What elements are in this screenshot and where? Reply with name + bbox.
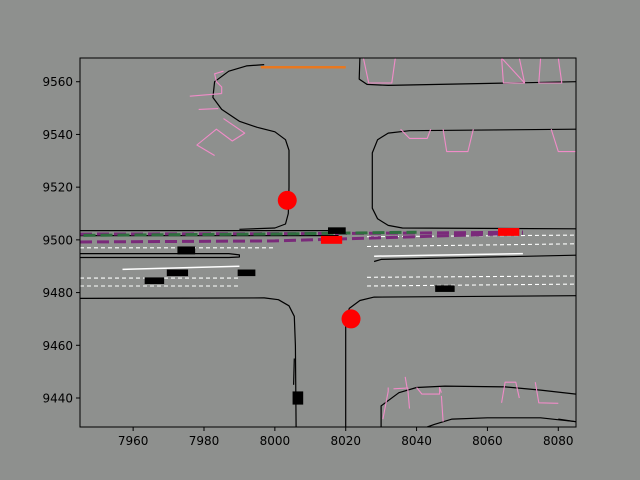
road-edge xyxy=(371,128,576,230)
road-edge xyxy=(293,358,295,385)
crosswalk-line xyxy=(416,386,442,395)
crosswalk-line xyxy=(501,58,526,84)
plot-area xyxy=(80,58,576,427)
vehicle-box xyxy=(166,269,189,277)
vehicle-box xyxy=(328,227,346,234)
crosswalk-line xyxy=(538,58,563,84)
signal-box xyxy=(320,235,343,244)
crosswalk-line xyxy=(196,118,246,156)
road-edge xyxy=(358,58,576,87)
road-edge xyxy=(373,254,576,263)
crosswalk-line xyxy=(534,382,559,404)
vehicle-box xyxy=(435,285,455,292)
y-tick-label: 9460 xyxy=(42,339,73,353)
road-edge xyxy=(239,126,290,230)
y-tick-label: 9440 xyxy=(42,392,73,406)
crosswalk-line xyxy=(189,93,222,97)
y-tick-label: 9500 xyxy=(42,233,73,247)
x-tick-label: 8080 xyxy=(543,434,574,448)
crosswalk-line xyxy=(442,129,474,153)
road-edge xyxy=(80,253,240,259)
lane-marking-solid xyxy=(122,265,240,271)
crosswalk-line xyxy=(214,70,224,94)
signal-box xyxy=(498,228,520,236)
crosswalk-line xyxy=(550,129,576,153)
lane-marking-solid xyxy=(374,252,523,257)
vehicle-box xyxy=(177,246,196,255)
axes-frame xyxy=(79,57,577,428)
crosswalk-line xyxy=(382,387,389,420)
crosswalk-line xyxy=(362,58,396,84)
vehicle-box xyxy=(144,277,165,285)
road-edge xyxy=(345,295,576,427)
y-tick-label: 9520 xyxy=(42,181,73,195)
y-tick-label: 9560 xyxy=(42,75,73,89)
crosswalk-line xyxy=(501,381,520,403)
crosswalk-line xyxy=(400,128,432,139)
crosswalk-line xyxy=(440,395,444,422)
road-edge xyxy=(558,418,576,423)
crosswalk-line xyxy=(393,387,411,409)
crosswalk-line xyxy=(198,108,219,110)
road-edge xyxy=(380,385,576,427)
crosswalk-line xyxy=(501,58,526,84)
y-axis: 9440 9460 9480 9500 9520 9540 9560 xyxy=(42,75,80,406)
crosswalk-line xyxy=(404,376,408,388)
x-tick-label: 8040 xyxy=(401,434,432,448)
x-tick-label: 8020 xyxy=(330,434,361,448)
x-tick-label: 7980 xyxy=(189,434,220,448)
road-edge xyxy=(212,64,265,128)
y-tick-label: 9480 xyxy=(42,286,73,300)
traffic-signal-marker xyxy=(341,309,361,329)
y-tick-label: 9540 xyxy=(42,128,73,142)
x-tick-label: 8000 xyxy=(260,434,291,448)
route-line xyxy=(83,230,417,237)
vehicle-box xyxy=(292,391,304,405)
traffic-signal-marker xyxy=(277,190,297,210)
road-edge xyxy=(80,297,297,427)
x-tick-label: 8060 xyxy=(472,434,503,448)
x-axis: 7960 7980 8000 8020 8040 8060 8080 xyxy=(118,427,574,448)
road-edge xyxy=(426,417,576,427)
x-tick-label: 7960 xyxy=(118,434,149,448)
vehicle-box xyxy=(237,269,256,277)
